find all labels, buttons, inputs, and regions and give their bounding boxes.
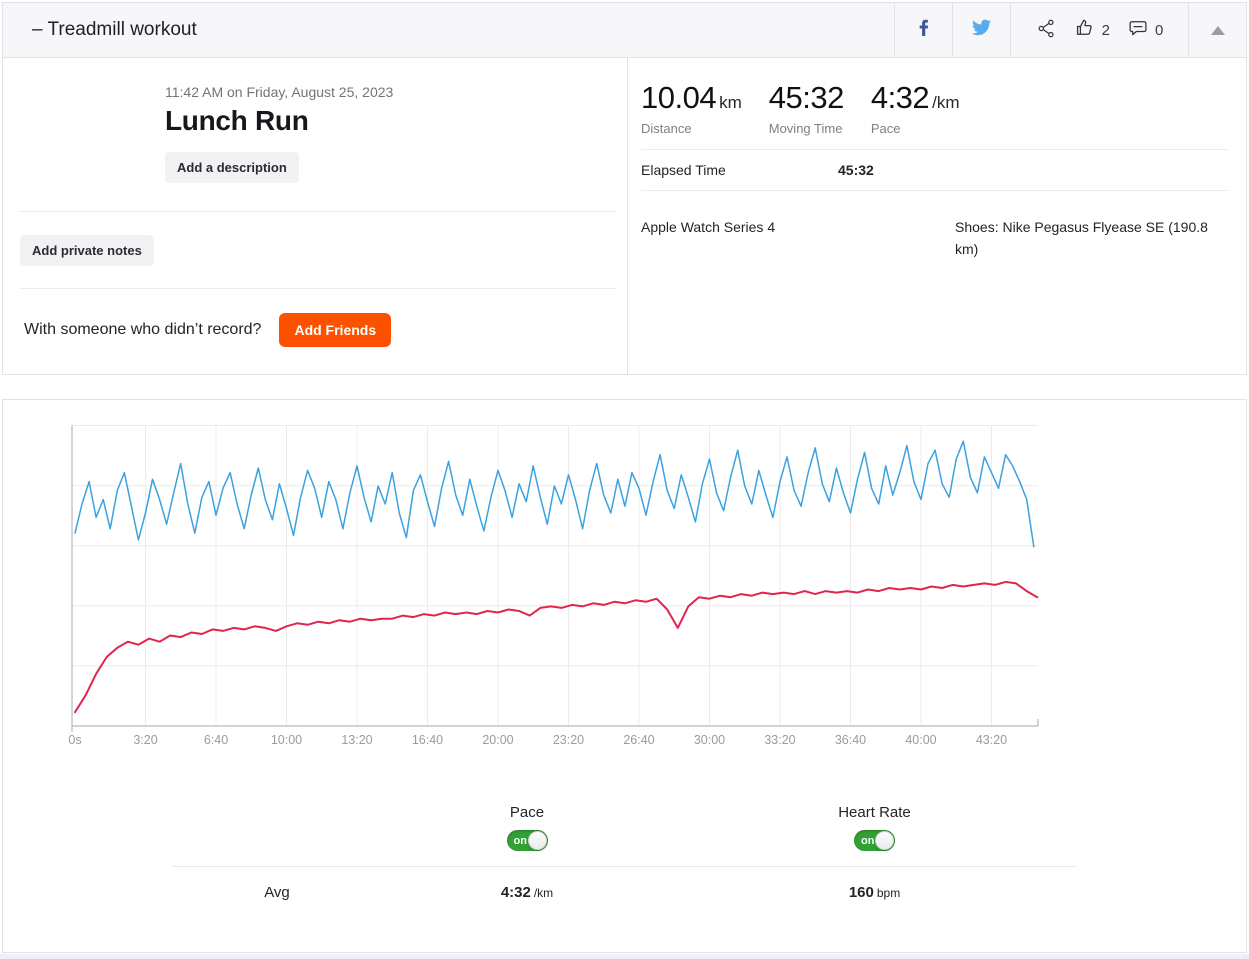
averages-row: Avg 4:32/km 160 bpm [172, 866, 1077, 901]
divider [641, 190, 1228, 191]
comments-button[interactable]: 0 [1127, 17, 1163, 43]
collapse-button[interactable] [1188, 3, 1246, 57]
with-someone-text: With someone who didn’t record? [24, 321, 262, 338]
x-tick-label: 3:20 [133, 733, 157, 747]
x-tick-label: 10:00 [271, 733, 302, 747]
heart-rate-toggle-state: on [861, 834, 875, 847]
divider [20, 288, 617, 289]
thumbs-up-icon [1074, 17, 1096, 43]
twitter-icon [971, 17, 992, 43]
pace-line [74, 440, 1035, 548]
x-tick-label: 36:40 [835, 733, 866, 747]
x-tick-label: 33:20 [764, 733, 795, 747]
avg-heart-rate-value: 160 [848, 884, 874, 901]
stat-moving-time: 45:32 Moving Time [768, 80, 845, 136]
distance-value: 10.04 [641, 80, 717, 115]
share-button[interactable] [1036, 18, 1057, 43]
avg-pace-cell: 4:32/km [382, 884, 672, 901]
friends-row: With someone who didn’t record? Add Frie… [24, 313, 627, 347]
activity-chart[interactable]: 0s 3:20 6:40 10:00 13:20 16:40 20:00 23:20 26:40… [3, 400, 1244, 758]
stat-distance: 10.04 km Distance [641, 80, 742, 136]
summary-left-column: 11:42 AM on Friday, August 25, 2023 Lunc… [3, 58, 628, 374]
twitter-share-button[interactable] [952, 3, 1010, 57]
elapsed-time-row: Elapsed Time 45:32 [641, 150, 1228, 190]
pace-toggle[interactable]: on [506, 830, 548, 851]
kudos-count: 2 [1101, 21, 1110, 39]
title-block: 11:42 AM on Friday, August 25, 2023 Lunc… [3, 58, 627, 183]
page-bottom-strip [0, 954, 1249, 959]
summary-stats-column: 10.04 km Distance 45:32 Moving Time 4:32/… [628, 58, 1246, 374]
toggle-knob [875, 831, 894, 850]
summary-card-header: – Treadmill workout [3, 3, 1246, 58]
heart-rate-control: Heart Rate on [672, 804, 1077, 851]
toggle-row: Pace on Heart Rate on [172, 804, 1077, 866]
share-icon [1036, 18, 1057, 43]
heart-rate-toggle-label: Heart Rate [838, 804, 911, 821]
gear-row: Apple Watch Series 4 Shoes: Nike Pegasus… [641, 191, 1228, 260]
avg-row-label: Avg [264, 884, 290, 901]
page-title: – Treadmill workout [32, 19, 197, 40]
x-tick-label: 20:00 [482, 733, 513, 747]
add-description-button[interactable]: Add a description [165, 152, 299, 183]
chart-controls: Pace on Heart Rate on Avg 4: [172, 804, 1077, 901]
pace-toggle-state: on [513, 834, 527, 847]
shoes-name[interactable]: Shoes: Nike Pegasus Flyease SE (190.8 km… [955, 219, 1208, 257]
x-tick-label: 16:40 [412, 733, 443, 747]
x-tick-label: 13:20 [341, 733, 372, 747]
comment-count: 0 [1155, 21, 1164, 39]
summary-card: – Treadmill workout [2, 2, 1247, 375]
distance-label: Distance [641, 121, 692, 136]
avg-pace-value: 4:32 [500, 884, 531, 901]
avg-pace-unit: /km [533, 886, 554, 900]
stat-pace: 4:32/km Pace [871, 80, 960, 136]
x-tick-label: 40:00 [905, 733, 936, 747]
facebook-icon [914, 18, 933, 42]
add-private-notes-button[interactable]: Add private notes [20, 235, 154, 266]
x-tick-label: 30:00 [694, 733, 725, 747]
pace-control: Pace on [382, 804, 672, 851]
avg-heart-rate-unit: bpm [876, 886, 901, 900]
elapsed-time-label: Elapsed Time [641, 162, 726, 178]
pace-value: 4:32 [870, 80, 930, 115]
social-actions-group: 2 0 [1010, 3, 1188, 57]
add-friends-button[interactable]: Add Friends [279, 313, 392, 347]
pace-toggle-label: Pace [509, 804, 545, 821]
pace-unit: /km [932, 93, 960, 112]
primary-stats-row: 10.04 km Distance 45:32 Moving Time 4:32/… [641, 58, 1228, 136]
moving-time-value: 45:32 [768, 80, 845, 115]
x-tick-label: 23:20 [553, 733, 584, 747]
facebook-share-button[interactable] [894, 3, 952, 57]
chevron-up-icon [1210, 25, 1225, 35]
x-tick-label: 26:40 [623, 733, 654, 747]
divider [641, 149, 1228, 150]
x-tick-label: 0s [68, 733, 81, 747]
x-tick-label: 6:40 [204, 733, 228, 747]
divider [20, 211, 617, 212]
toggle-knob [527, 831, 547, 850]
comment-icon [1127, 17, 1149, 43]
device-name: Apple Watch Series 4 [641, 219, 776, 235]
header-actions: 2 0 [894, 3, 1246, 57]
pace-label: Pace [870, 121, 901, 136]
analysis-card: 0s 3:20 6:40 10:00 13:20 16:40 20:00 23:20 26:40… [2, 399, 1247, 953]
elapsed-time-value: 45:32 [838, 162, 874, 178]
heart-rate-line [74, 580, 1039, 714]
moving-time-label: Moving Time [768, 121, 843, 136]
activity-title: Lunch Run [165, 105, 309, 136]
activity-datetime: 11:42 AM on Friday, August 25, 2023 [165, 84, 394, 100]
avg-heart-rate-cell: 160 bpm [672, 884, 1077, 901]
heart-rate-toggle[interactable]: on [854, 830, 895, 851]
summary-card-body: 11:42 AM on Friday, August 25, 2023 Lunc… [3, 58, 1246, 374]
distance-unit: km [719, 93, 742, 112]
kudos-button[interactable]: 2 [1074, 17, 1110, 43]
x-tick-label: 43:20 [976, 733, 1007, 747]
